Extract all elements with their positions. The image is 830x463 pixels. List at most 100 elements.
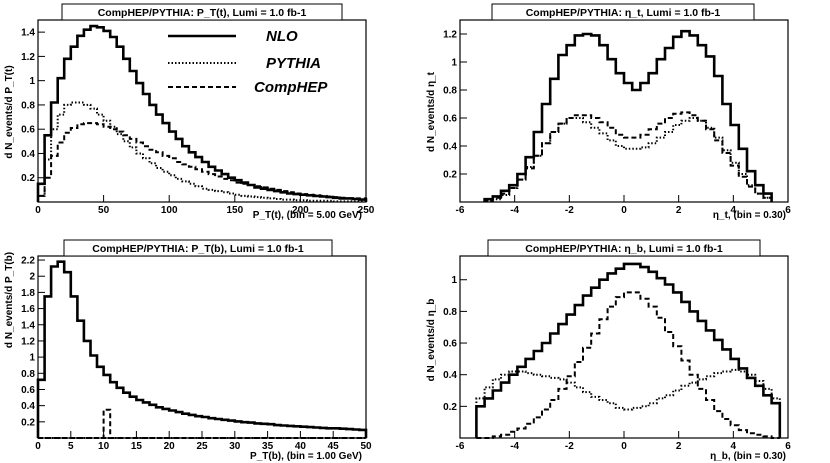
- series-nlo: [36, 260, 368, 438]
- x-tick-label: 5: [68, 441, 74, 452]
- series-comphep: [476, 291, 780, 439]
- axes-group: -6 -4 -2 0 2 4 6 0.2 0.4 0.6 0.8 1: [443, 275, 791, 452]
- series-nlo: [483, 29, 773, 202]
- series-comphep: [38, 408, 366, 439]
- series-group: [36, 260, 368, 439]
- y-tick-label: 1.2: [21, 52, 35, 63]
- x-tick-label: 2: [676, 441, 682, 452]
- y-tick-label: 0.6: [21, 125, 35, 136]
- x-tick-label: 50: [98, 205, 110, 216]
- x-tick-label: 0: [621, 441, 627, 452]
- x-tick-label: -4: [510, 205, 519, 216]
- x-tick-label: 250: [358, 205, 375, 216]
- x-tick-label: 4: [731, 441, 737, 452]
- series-group: [36, 24, 368, 203]
- x-tick-label: 2: [676, 205, 682, 216]
- series-pythia: [475, 368, 781, 438]
- x-axis-label: P_T(t), (bin = 5.00 GeV): [253, 210, 362, 221]
- x-axis-label: η_t, (bin = 0.30): [713, 210, 786, 221]
- x-tick-label: 0: [35, 205, 41, 216]
- x-tick-label: -2: [565, 205, 574, 216]
- series-comphep: [483, 111, 773, 202]
- legend-label-nlo: NLO: [266, 28, 298, 45]
- x-tick-label: 200: [292, 205, 309, 216]
- x-tick-label: 50: [360, 441, 372, 452]
- x-tick-label: -4: [510, 441, 519, 452]
- series-pythia: [483, 117, 773, 202]
- x-tick-label: 20: [164, 441, 176, 452]
- x-tick-label: 6: [785, 441, 791, 452]
- y-tick-label: 1: [451, 58, 457, 69]
- x-tick-label: 0: [35, 441, 41, 452]
- panel-pt-bottom: CompHEP/PYTHIA: P_T(b), Lumi = 1.0 fb-1 …: [4, 239, 372, 462]
- plot-frame: [37, 19, 367, 203]
- y-tick-label: 0.8: [21, 100, 35, 111]
- x-tick-label: 15: [131, 441, 143, 452]
- axes-group: -6 -4 -2 0 2 4 6 0.2 0.4 0.6 0.8 1 1.2: [443, 30, 791, 217]
- y-tick-label: 0.6: [443, 114, 457, 125]
- x-tick-label: 30: [229, 441, 241, 452]
- panel-eta-top: CompHEP/PYTHIA: η_t, Lumi = 1.0 fb-1 -6 -…: [426, 3, 791, 221]
- series-nlo: [475, 262, 782, 438]
- y-tick-label: 0.4: [443, 142, 457, 153]
- series-group: [475, 262, 782, 439]
- y-axis-label: d N_events/d P_T(t): [4, 65, 15, 158]
- y-tick-label: 0.8: [443, 307, 457, 318]
- x-tick-label: 45: [328, 441, 340, 452]
- x-tick-label: 150: [226, 205, 243, 216]
- y-tick-label: 0.2: [21, 417, 35, 428]
- title-box: [61, 3, 343, 21]
- x-tick-label: 35: [262, 441, 274, 452]
- title-box: [487, 239, 761, 257]
- x-axis-label: P_T(b), (bin = 1.00 GeV): [250, 451, 362, 462]
- plot-frame: [37, 255, 367, 439]
- x-tick-label: 0: [621, 205, 627, 216]
- y-tick-label: 2.2: [21, 256, 35, 267]
- x-tick-label: 40: [295, 441, 307, 452]
- y-tick-label: 1: [451, 275, 457, 286]
- y-axis-label: d N_events/d η_b: [426, 299, 437, 382]
- axes-group: 0 50 100 150 200 250 0.2 0.4 0.6 0.8 1 1.2 1.4: [21, 28, 375, 216]
- y-axis-label: d N_events/d η_t: [426, 71, 437, 152]
- y-tick-label: 1.2: [443, 30, 457, 41]
- y-tick-label: 1.6: [21, 304, 35, 315]
- legend-label-comphep: CompHEP: [254, 79, 328, 96]
- panel-pt-top: CompHEP/PYTHIA: P_T(t), Lumi = 1.0 fb-1 …: [4, 3, 375, 221]
- series-nlo: [36, 24, 368, 202]
- chart-title: CompHEP/PYTHIA: P_T(t), Lumi = 1.0 fb-1: [98, 7, 307, 19]
- x-tick-label: -6: [456, 441, 465, 452]
- chart-title: CompHEP/PYTHIA: P_T(b), Lumi = 1.0 fb-1: [92, 243, 304, 255]
- y-tick-label: 1.8: [21, 288, 35, 299]
- title-box: [491, 3, 755, 21]
- x-tick-label: -6: [456, 205, 465, 216]
- title-box: [63, 239, 333, 257]
- y-axis-label: d N_events/d P_T(b): [4, 252, 15, 348]
- x-tick-label: 10: [98, 441, 110, 452]
- y-tick-label: 0.2: [443, 402, 457, 413]
- y-tick-label: 0.8: [21, 369, 35, 380]
- y-tick-label: 1: [29, 353, 35, 364]
- y-tick-label: 0.6: [443, 339, 457, 350]
- chart-title: CompHEP/PYTHIA: η_t, Lumi = 1.0 fb-1: [526, 7, 721, 19]
- series-group: [483, 29, 773, 202]
- x-tick-label: 4: [731, 205, 737, 216]
- series-pythia: [37, 101, 367, 203]
- x-tick-label: -2: [565, 441, 574, 452]
- panel-eta-bottom: CompHEP/PYTHIA: η_b, Lumi = 1.0 fb-1 -6-…: [426, 239, 791, 462]
- y-tick-label: 1.4: [21, 320, 35, 331]
- y-tick-label: 0.4: [21, 401, 35, 412]
- axes-group: 0 5 10 15 20 25 30 35 40 45 50 0.2 0.4 0.6 0.8 1 1.2 1.4 1…: [21, 256, 372, 452]
- y-tick-label: 0.6: [21, 385, 35, 396]
- legend: NLO PYTHIA CompHEP: [168, 28, 328, 96]
- y-tick-label: 0.4: [21, 149, 35, 160]
- plot-frame: [459, 255, 789, 439]
- x-tick-label: 100: [161, 205, 178, 216]
- y-tick-label: 1.2: [21, 336, 35, 347]
- legend-label-pythia: PYTHIA: [266, 55, 321, 72]
- y-tick-label: 0.2: [21, 173, 35, 184]
- y-tick-label: 0.8: [443, 86, 457, 97]
- x-axis-label: η_b, (bin = 0.30): [710, 451, 786, 462]
- x-tick-label: 25: [196, 441, 208, 452]
- y-tick-label: 0.4: [443, 370, 457, 381]
